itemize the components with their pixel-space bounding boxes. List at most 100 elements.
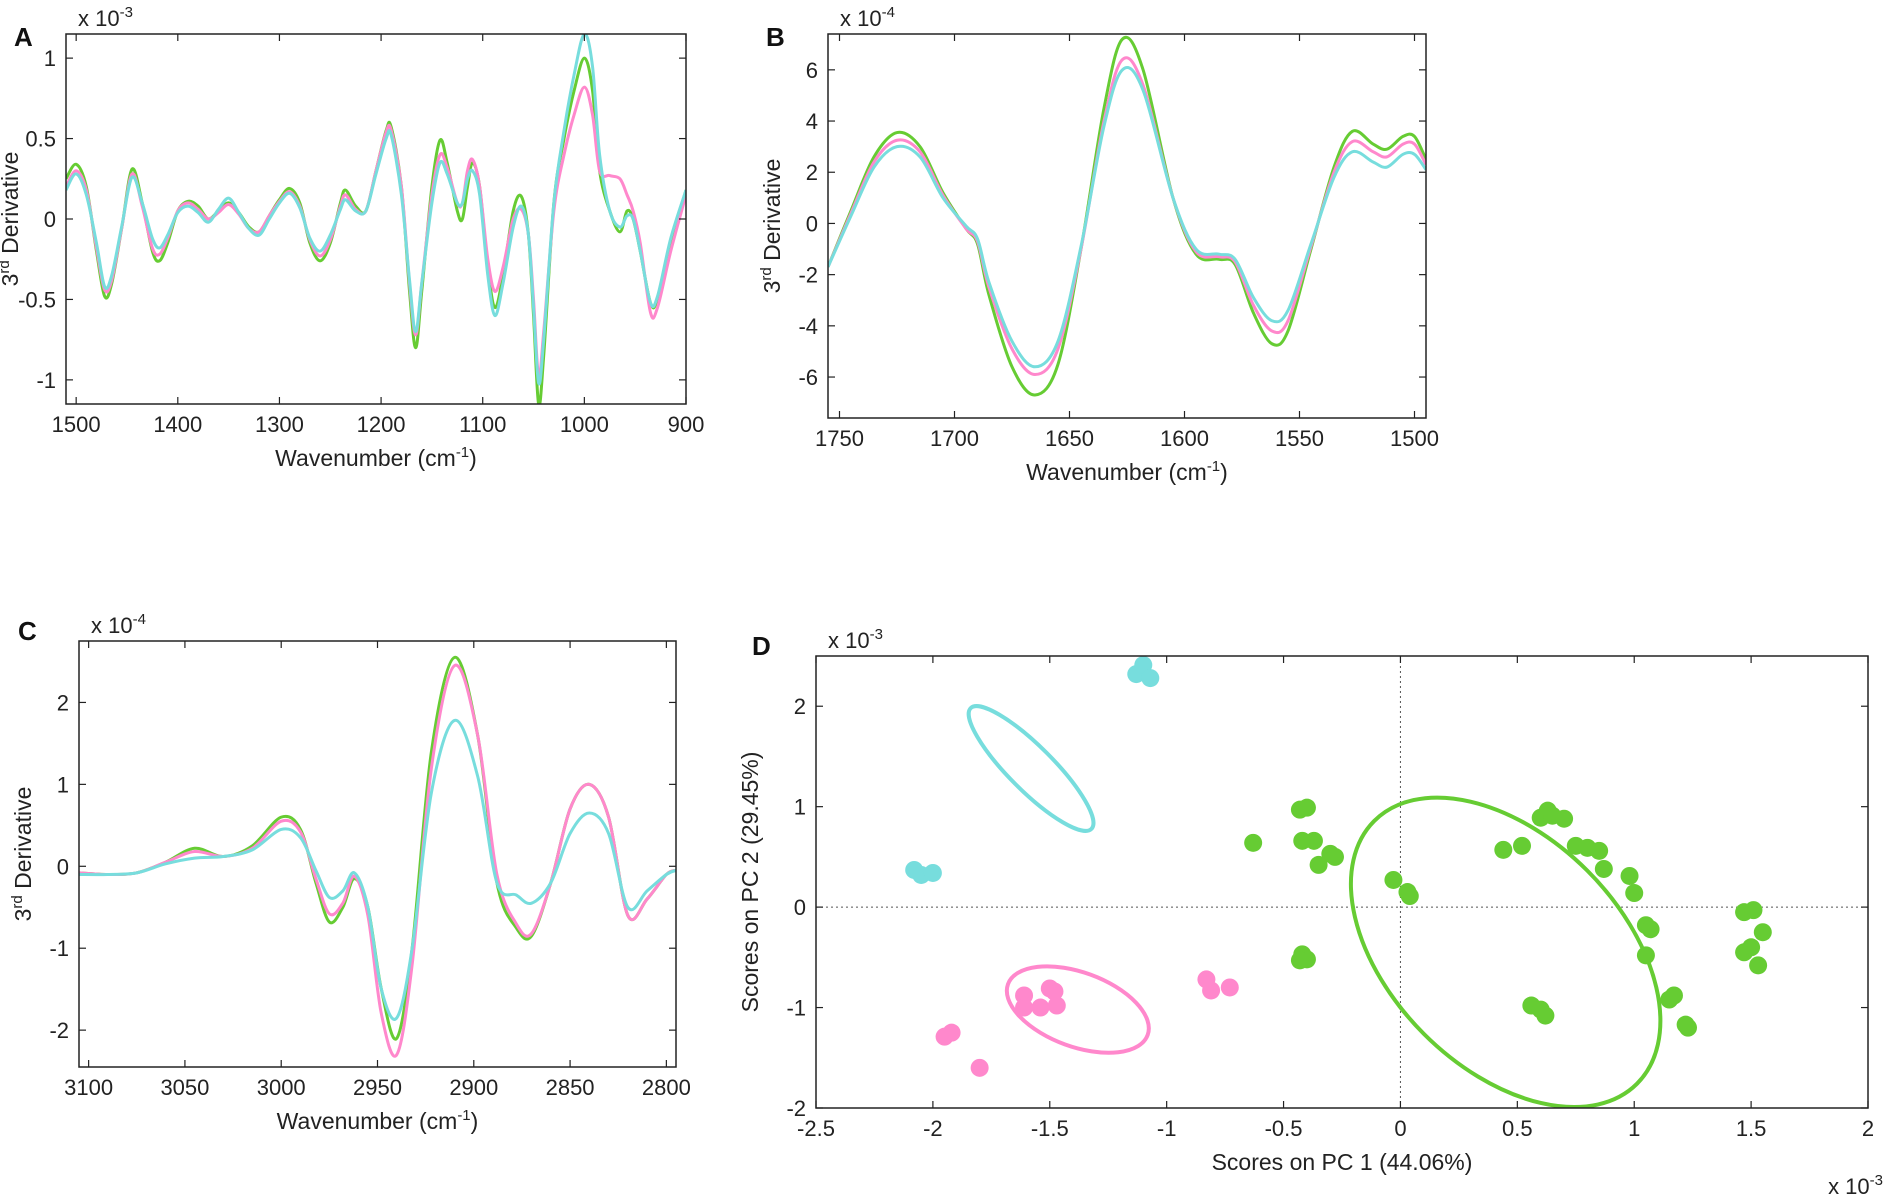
x-tick-label: 1750: [815, 426, 864, 451]
plot-area: [79, 655, 676, 1058]
y-exponent-label: x 10-4: [840, 4, 895, 31]
score-point: [1636, 946, 1655, 965]
x-tick-label: 1500: [1390, 426, 1439, 451]
y-axis-label: Scores on PC 2 (29.45%): [737, 752, 763, 1013]
x-tick-label: 2950: [353, 1075, 402, 1100]
y-exponent-label: x 10-4: [91, 611, 146, 638]
panel-b: Bx 10-4 1750 1700 1650 1600 1550 1500 -6 -4 -2 0 2 4…: [758, 4, 1439, 485]
x-tick-label: 2900: [449, 1075, 498, 1100]
y-tick-label: 2: [57, 690, 69, 715]
series-line-3: [828, 66, 1426, 369]
series-line-2: [66, 85, 686, 379]
panel-a: Ax 10-3 1500 1400 1300 1200 1100 1000 900 -1 -0.5…: [0, 4, 704, 471]
score-point: [1744, 901, 1763, 920]
y-tick-label: 0: [794, 895, 806, 920]
x-axis-label: Wavenumber (cm-1): [275, 444, 477, 471]
x-axis-label-sup: -1: [1207, 458, 1220, 475]
score-point: [1384, 870, 1403, 889]
group-ellipse-2: [1004, 964, 1151, 1055]
score-point: [1513, 836, 1532, 855]
x-tick-label: 0.5: [1502, 1116, 1533, 1141]
series-line-2: [828, 56, 1426, 376]
x-tick-label: 1000: [560, 412, 609, 437]
x-tick-label: -0.5: [1265, 1116, 1303, 1141]
y-exponent-power: -3: [870, 626, 883, 643]
y-tick-label: -1: [49, 936, 69, 961]
score-point: [1753, 923, 1772, 942]
x-tick-label: 1: [1628, 1116, 1640, 1141]
plot-area: [828, 36, 1426, 397]
score-point: [1297, 798, 1316, 817]
x-axis-label-tail: ): [471, 1108, 479, 1134]
score-point: [970, 1058, 989, 1077]
x-tick-label: 900: [668, 412, 705, 437]
score-point: [923, 863, 942, 882]
plot-area: [905, 656, 1772, 1108]
y-axis-label-post: Derivative: [759, 159, 785, 268]
y-tick-label: -2: [786, 1096, 806, 1121]
x-axis-label: Wavenumber (cm-1): [277, 1107, 479, 1134]
y-axis-label-post: Derivative: [0, 152, 23, 261]
panel-letter: C: [18, 616, 37, 646]
x-tick-label: 3050: [160, 1075, 209, 1100]
panel-letter: A: [14, 22, 33, 52]
y-tick-label: 1: [44, 46, 56, 71]
y-tick-label: 0: [57, 854, 69, 879]
x-tick-label: 1600: [1160, 426, 1209, 451]
score-point: [1641, 920, 1660, 939]
score-point: [1220, 978, 1239, 997]
x-tick-label: 1.5: [1736, 1116, 1767, 1141]
plot-frame: [78, 640, 677, 1068]
score-point: [1590, 841, 1609, 860]
y-tick-label: 2: [806, 160, 818, 185]
series-line-3: [79, 718, 676, 1021]
series-line-2: [79, 663, 676, 1058]
x-axis-label: Wavenumber (cm-1): [1026, 458, 1228, 485]
score-point: [1045, 982, 1064, 1001]
y-tick-label: -2: [49, 1018, 69, 1043]
y-tick-label: -1: [36, 368, 56, 393]
y-exponent-label: x 10-3: [828, 626, 883, 653]
y-tick-label: 6: [806, 58, 818, 83]
y-axis-label: 3rd Derivative: [9, 787, 36, 922]
y-axis-label: 3rd Derivative: [758, 159, 785, 294]
x-tick-label: -1: [1157, 1116, 1177, 1141]
score-point: [1742, 938, 1761, 957]
y-exponent-power: -4: [133, 611, 146, 628]
x-axis-label: Scores on PC 1 (44.06%): [1212, 1149, 1473, 1175]
score-point: [942, 1023, 961, 1042]
score-point: [1555, 809, 1574, 828]
plot-area: [66, 34, 686, 404]
y-exponent-label: x 10-3: [78, 4, 133, 31]
y-exponent-power: -3: [120, 4, 133, 21]
x-tick-label: 0: [1394, 1116, 1406, 1141]
x-axis-label-sup: -1: [457, 1107, 470, 1124]
score-point: [1536, 1006, 1555, 1025]
score-point: [1594, 859, 1613, 878]
x-tick-label: 1200: [357, 412, 406, 437]
x-tick-label: 1700: [930, 426, 979, 451]
x-exponent-power: -3: [1870, 1172, 1883, 1189]
group-ellipse-1: [1348, 795, 1663, 1108]
x-tick-label: 3000: [257, 1075, 306, 1100]
score-point: [1325, 847, 1344, 866]
score-point: [1664, 986, 1683, 1005]
x-tick-label: 1500: [52, 412, 101, 437]
x-tick-label: 3100: [64, 1075, 113, 1100]
y-tick-label: -6: [798, 365, 818, 390]
y-axis-label-sup: rd: [758, 267, 775, 280]
y-tick-label: 0: [44, 207, 56, 232]
score-point: [1309, 855, 1328, 874]
series-line-1: [828, 36, 1426, 397]
plot-frame: [815, 655, 1869, 1109]
y-tick-label: 0.5: [25, 127, 56, 152]
x-tick-label: 1550: [1275, 426, 1324, 451]
y-tick-label: 4: [806, 109, 818, 134]
series-line-3: [66, 34, 686, 386]
x-tick-label: 2850: [546, 1075, 595, 1100]
score-point: [1141, 669, 1160, 688]
y-tick-label: 1: [57, 772, 69, 797]
y-tick-label: -1: [786, 996, 806, 1021]
